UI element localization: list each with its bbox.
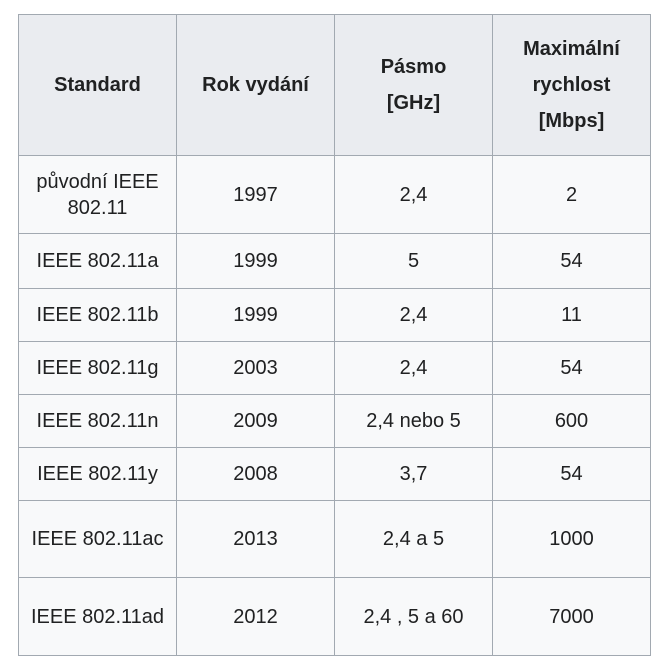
cell-max-speed: 600: [492, 394, 651, 448]
table-row: IEEE 802.11a 1999 5 54: [18, 233, 651, 289]
table-body: původní IEEE 802.11 1997 2,4 2 IEEE 802.…: [18, 155, 651, 656]
cell-year: 2009: [176, 394, 335, 448]
cell-year: 2008: [176, 447, 335, 501]
col-header-max-speed: Maximální rychlost [Mbps]: [492, 14, 651, 156]
cell-year: 2003: [176, 341, 335, 395]
cell-band: 5: [334, 233, 493, 289]
cell-max-speed: 54: [492, 341, 651, 395]
header-line: Rok vydání: [202, 74, 309, 96]
cell-band: 2,4: [334, 155, 493, 234]
table-row: IEEE 802.11n 2009 2,4 nebo 5 600: [18, 394, 651, 448]
table-row: IEEE 802.11y 2008 3,7 54: [18, 447, 651, 501]
cell-max-speed: 7000: [492, 577, 651, 656]
table-row: IEEE 802.11ad 2012 2,4 , 5 a 60 7000: [18, 577, 651, 656]
table-row: IEEE 802.11b 1999 2,4 11: [18, 288, 651, 342]
cell-max-speed: 1000: [492, 500, 651, 578]
header-line: Standard: [54, 74, 141, 96]
cell-standard: IEEE 802.11a: [18, 233, 177, 289]
table-row: původní IEEE 802.11 1997 2,4 2: [18, 155, 651, 234]
cell-year: 2012: [176, 577, 335, 656]
cell-year: 1999: [176, 233, 335, 289]
table-row: IEEE 802.11g 2003 2,4 54: [18, 341, 651, 395]
cell-band: 2,4 a 5: [334, 500, 493, 578]
cell-max-speed: 54: [492, 233, 651, 289]
col-header-band: Pásmo [GHz]: [334, 14, 493, 156]
cell-band: 2,4 nebo 5: [334, 394, 493, 448]
cell-standard: IEEE 802.11g: [18, 341, 177, 395]
cell-max-speed: 11: [492, 288, 651, 342]
header-line: rychlost: [532, 74, 611, 96]
header-line: [GHz]: [386, 92, 441, 114]
col-header-year: Rok vydání: [176, 14, 335, 156]
cell-band: 2,4 , 5 a 60: [334, 577, 493, 656]
header-line: Maximální: [523, 38, 620, 60]
cell-standard: IEEE 802.11y: [18, 447, 177, 501]
cell-band: 2,4: [334, 288, 493, 342]
table-header: Standard Rok vydání Pásmo [GHz] Maximáln…: [18, 14, 651, 156]
cell-year: 1999: [176, 288, 335, 342]
cell-max-speed: 2: [492, 155, 651, 234]
header-line: Pásmo: [380, 56, 447, 78]
cell-standard: IEEE 802.11ad: [18, 577, 177, 656]
col-header-standard: Standard: [18, 14, 177, 156]
wifi-standards-table: Standard Rok vydání Pásmo [GHz] Maximáln…: [18, 14, 651, 656]
cell-band: 3,7: [334, 447, 493, 501]
header-line: [Mbps]: [538, 110, 605, 132]
header-row: Standard Rok vydání Pásmo [GHz] Maximáln…: [18, 14, 651, 156]
cell-standard: IEEE 802.11n: [18, 394, 177, 448]
table-row: IEEE 802.11ac 2013 2,4 a 5 1000: [18, 500, 651, 578]
cell-band: 2,4: [334, 341, 493, 395]
cell-max-speed: 54: [492, 447, 651, 501]
cell-year: 1997: [176, 155, 335, 234]
cell-standard: IEEE 802.11b: [18, 288, 177, 342]
cell-standard: původní IEEE 802.11: [18, 155, 177, 234]
cell-standard: IEEE 802.11ac: [18, 500, 177, 578]
cell-year: 2013: [176, 500, 335, 578]
